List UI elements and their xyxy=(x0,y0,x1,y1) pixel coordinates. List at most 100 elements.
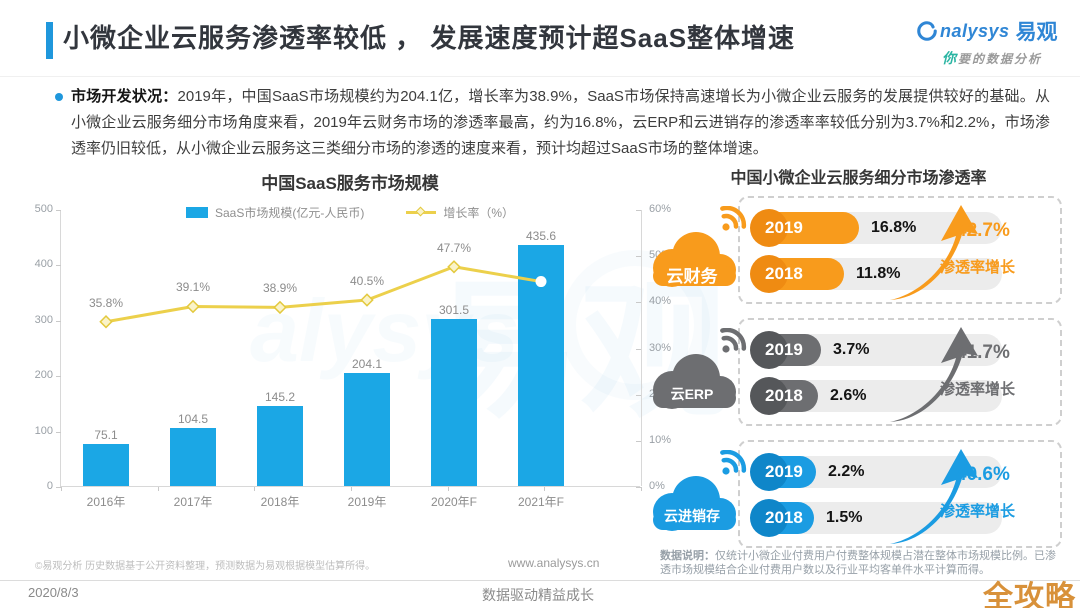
y-left-tickmark xyxy=(56,210,61,211)
segment-云财务: 2019 16.8% 2018 11.8% 42.7% 渗透率增长 云财务 xyxy=(650,194,1062,306)
rate-value: 16.8% xyxy=(871,219,917,236)
summary-text: 2019年，中国SaaS市场规模约为204.1亿，增长率为38.9%，SaaS市… xyxy=(71,88,1050,157)
growth-arrow-icon xyxy=(890,449,978,544)
summary-label: 市场开发状况： xyxy=(71,88,178,105)
year-bulge xyxy=(750,255,788,293)
footer-divider xyxy=(0,580,1080,581)
segment-云进销存: 2019 2.2% 2018 1.5% 40.6% 渗透率增长 云进销存 xyxy=(650,438,1062,550)
growth-point-label: 35.8% xyxy=(88,295,124,310)
legend-line-label: 增长率（%） xyxy=(443,206,515,220)
bar-value-label: 75.1 xyxy=(94,428,118,443)
summary-block: 市场开发状况：2019年，中国SaaS市场规模约为204.1亿，增长率为38.9… xyxy=(55,84,1050,162)
bar-value-label: 104.5 xyxy=(177,412,209,427)
growth-line-svg xyxy=(99,260,547,329)
bar-2018年 xyxy=(257,405,303,486)
year-label: 2019 xyxy=(765,218,803,237)
page-title: 小微企业云服务渗透率较低 ， 发展速度预计超SaaS整体增速 xyxy=(63,23,796,53)
year-bulge xyxy=(750,499,788,537)
legend-item-bar: SaaS市场规模(亿元-人民币) xyxy=(185,204,365,221)
x-axis-tickmark xyxy=(641,487,642,491)
x-axis-tickmark xyxy=(158,487,159,491)
website-url: www.analysys.cn xyxy=(508,556,600,570)
rate-row-2018: 2018 2.6% xyxy=(750,377,1014,415)
growth-point-label: 47.7% xyxy=(436,240,472,255)
x-axis-tickmark xyxy=(448,487,449,491)
growth-arrow-icon xyxy=(890,327,978,422)
cloud-label: 云财务 xyxy=(666,267,718,286)
year-label: 2018 xyxy=(765,508,803,527)
legend-bar-swatch-icon xyxy=(185,207,208,218)
cloud-云ERP-icon: 云ERP xyxy=(644,327,748,420)
segment-box: 2019 16.8% 2018 11.8% 42.7% 渗透率增长 xyxy=(738,196,1062,304)
cloud-label: 云ERP xyxy=(670,386,714,402)
y-right-tickmark xyxy=(636,302,641,304)
data-note: 数据说明：仅统计小微企业付费用户付费整体规模占潜在整体市场规模比例。已渗透市场规… xyxy=(660,549,1062,577)
x-axis-tickmark xyxy=(61,487,62,491)
y-left-tick-label: 500 xyxy=(34,203,53,215)
growth-point-label: 40.5% xyxy=(349,274,385,289)
bar-value-label: 301.5 xyxy=(438,302,470,317)
rate-value: 1.5% xyxy=(826,509,863,526)
y-right-tickmark xyxy=(636,348,641,350)
legend-bar-label: SaaS市场规模(亿元-人民币) xyxy=(214,206,365,220)
footer-date: 2020/8/3 xyxy=(28,585,79,600)
bar-2019年 xyxy=(344,372,390,486)
source-note: ©易观分析 历史数据基于公开资料整理，预测数据为易观根据模型估算所得。 xyxy=(35,561,376,572)
y-left-tickmark xyxy=(56,320,61,322)
summary-paragraph: 市场开发状况：2019年，中国SaaS市场规模约为204.1亿，增长率为38.9… xyxy=(71,84,1050,162)
growth-arrow-icon xyxy=(890,205,978,300)
growth-caption: 渗透率增长 xyxy=(940,381,1016,398)
rate-value: 2.6% xyxy=(830,387,867,404)
y-left-tick-label: 200 xyxy=(34,369,53,382)
bar-2020年F xyxy=(431,318,477,486)
right-axis-line xyxy=(641,210,642,486)
cloud-label: 云进销存 xyxy=(664,508,720,524)
growth-value: 41.7% xyxy=(956,342,1010,363)
logo-text-cn: 易观 xyxy=(1015,21,1058,44)
y-right-tick-label: 30% xyxy=(649,341,672,354)
x-axis-label: 2017年 xyxy=(173,495,213,509)
x-axis-tickmark xyxy=(254,487,255,491)
bar-value-label: 145.2 xyxy=(264,389,296,404)
y-left-tick-label: 100 xyxy=(34,424,53,437)
x-axis-label: 2019年 xyxy=(347,495,387,509)
bar-value-label: 435.6 xyxy=(525,228,557,243)
growth-caption: 渗透率增长 xyxy=(940,503,1016,520)
segments-container: 2019 16.8% 2018 11.8% 42.7% 渗透率增长 云财务 2019 3.7% 2… xyxy=(650,194,1062,554)
y-left-tickmark xyxy=(56,431,61,433)
logo-text-en: nalysys xyxy=(940,20,1010,41)
y-left-tickmark xyxy=(56,265,61,267)
y-left-tickmark xyxy=(56,487,61,488)
year-label: 2019 xyxy=(765,340,803,359)
logo-swirl-icon xyxy=(917,21,937,41)
y-right-tickmark xyxy=(636,210,641,211)
y-right-tickmark xyxy=(636,487,641,488)
segment-box: 2019 3.7% 2018 2.6% 41.7% 渗透率增长 xyxy=(738,318,1062,426)
legend-line-swatch-icon xyxy=(406,206,437,217)
growth-caption: 渗透率增长 xyxy=(940,259,1016,276)
data-note-label: 数据说明： xyxy=(660,550,715,562)
y-right-tickmark xyxy=(636,394,641,396)
chart-legend: SaaS市场规模(亿元-人民币) 增长率（%） xyxy=(60,204,640,221)
header-separator xyxy=(0,76,1080,77)
y-right-tick-label: 40% xyxy=(649,295,672,308)
year-bulge xyxy=(750,209,788,247)
y-left-tickmark xyxy=(56,376,61,378)
chart-title: 中国SaaS服务市场规模 xyxy=(261,174,439,193)
bar-2016年 xyxy=(83,444,129,486)
corner-watermark: 全攻略 xyxy=(983,581,1076,608)
rate-value: 11.8% xyxy=(856,265,901,282)
panel-title: 中国小微企业云服务细分市场渗透率 xyxy=(730,170,987,187)
growth-point-label: 39.1% xyxy=(175,280,211,295)
year-bulge xyxy=(750,331,788,369)
logo-tagline-rest: 要的数据分析 xyxy=(958,52,1043,66)
segment-box: 2019 2.2% 2018 1.5% 40.6% 渗透率增长 xyxy=(738,440,1062,548)
x-axis-label: 2021年F xyxy=(517,495,565,509)
x-axis-tickmark xyxy=(544,487,545,491)
y-right-tick-label: 10% xyxy=(649,433,672,446)
growth-point-label: 38.9% xyxy=(262,281,298,296)
year-bulge xyxy=(750,377,788,415)
logo-tagline: 你要的数据分析 xyxy=(942,48,1066,68)
year-label: 2019 xyxy=(765,462,803,481)
